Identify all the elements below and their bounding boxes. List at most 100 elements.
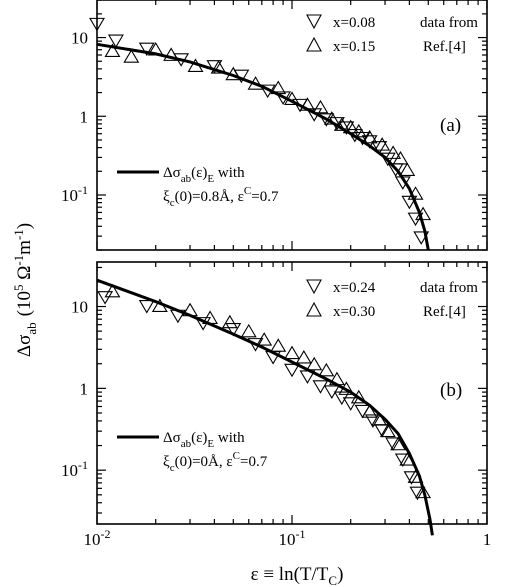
- panel-a-data-points: [89, 17, 432, 245]
- legend-marker-triangle-up: [306, 301, 322, 317]
- data-point-triangle-up: [247, 76, 264, 90]
- panel-a-frame: [96, 0, 488, 251]
- data-point-triangle-up: [392, 151, 409, 165]
- data-point-triangle-down: [225, 323, 242, 337]
- data-point-triangle-up: [270, 338, 287, 352]
- panel-a-fit-legend: Δσab(ε)E with ξc(0)=0.8Å, εC=0.7: [117, 165, 279, 209]
- data-point-triangle-up: [284, 345, 300, 360]
- data-point-triangle-down: [364, 414, 381, 428]
- y-tick-label: 10: [71, 298, 88, 317]
- panel-b-x-tick-labels: 10-2 10-1 1: [84, 527, 492, 549]
- data-point-triangle-down: [379, 152, 396, 167]
- y-tick-label: 1: [80, 107, 89, 126]
- data-point-triangle-up: [328, 371, 345, 386]
- panel-a-ticks: [96, 0, 488, 251]
- data-point-triangle-down: [354, 131, 371, 146]
- data-point-triangle-down: [138, 42, 155, 57]
- data-point-triangle-up: [202, 310, 219, 324]
- data-point-triangle-up: [163, 47, 180, 61]
- data-point-triangle-down: [346, 128, 363, 143]
- x-axis-title: ε ≡ ln(T/TC): [251, 564, 344, 587]
- panel-b-ticks: [96, 262, 488, 524]
- data-point-triangle-up: [379, 423, 396, 438]
- data-point-triangle-down: [284, 363, 300, 378]
- data-point-triangle-down: [169, 309, 186, 324]
- data-point-triangle-up: [374, 137, 391, 151]
- data-point-triangle-up: [350, 389, 367, 404]
- data-point-triangle-up: [318, 362, 335, 377]
- y-tick-label: 10: [71, 29, 88, 48]
- legend-note-a-1: data from: [420, 15, 478, 31]
- data-point-triangle-down: [138, 300, 155, 314]
- data-point-triangle-down: [107, 34, 124, 49]
- data-point-triangle-up: [399, 162, 416, 177]
- legend-entry-b-2: x=0.30: [333, 304, 375, 320]
- data-point-triangle-up: [295, 349, 312, 364]
- legend-marker-triangle-down: [306, 14, 322, 30]
- x-tick-label: 10-2: [84, 527, 111, 549]
- fit-legend-b-line2: ξc(0)=0Å, εC=0.7: [163, 450, 268, 474]
- data-point-triangle-down: [403, 471, 420, 485]
- y-tick-label: 1: [80, 379, 89, 398]
- x-tick-label: 10-1: [279, 527, 306, 549]
- data-point-triangle-down: [318, 113, 335, 127]
- legend-note-b-1: data from: [420, 280, 478, 296]
- fit-legend-a-line2: ξc(0)=0.8Å, εC=0.7: [163, 185, 279, 209]
- data-point-triangle-down: [338, 121, 355, 135]
- data-point-triangle-up: [323, 111, 340, 125]
- data-point-triangle-up: [390, 436, 407, 451]
- panel-b-label: (b): [440, 380, 462, 401]
- panel-a-fit-curve: [96, 42, 430, 251]
- data-point-triangle-up: [350, 123, 367, 138]
- data-point-triangle-up: [104, 43, 121, 58]
- data-point-triangle-up: [415, 484, 432, 499]
- data-point-triangle-up: [210, 60, 227, 74]
- legend-note-b-2: Ref.[4]: [423, 304, 466, 320]
- fit-legend-a-line1: Δσab(ε)E with: [163, 165, 245, 185]
- y-axis-title: Δσab(105 Ω-1m-1): [11, 223, 39, 357]
- x-tick-label: 1: [483, 530, 492, 549]
- data-point-triangle-down: [401, 195, 418, 210]
- data-point-triangle-up: [407, 186, 424, 200]
- data-point-triangle-down: [275, 91, 292, 105]
- data-point-triangle-up: [221, 314, 238, 329]
- legend-entry-a-1: x=0.08: [333, 15, 375, 31]
- data-point-triangle-up: [299, 97, 316, 111]
- data-point-triangle-up: [240, 323, 257, 338]
- panel-b-fit-curve: [96, 278, 434, 536]
- data-point-triangle-down: [342, 397, 359, 411]
- data-point-triangle-up: [306, 356, 323, 371]
- data-point-triangle-up: [151, 298, 168, 312]
- panel-a-label: (a): [440, 115, 461, 136]
- data-point-triangle-down: [409, 486, 426, 501]
- panel-b-data-points: [97, 283, 432, 501]
- data-point-triangle-down: [394, 453, 411, 468]
- panel-a-legend: x=0.08 x=0.15 data from Ref.[4]: [306, 14, 478, 55]
- data-point-triangle-up: [312, 99, 329, 114]
- data-point-triangle-up: [371, 412, 388, 426]
- data-point-triangle-up: [182, 302, 199, 317]
- data-point-triangle-down: [97, 291, 114, 305]
- data-point-triangle-up: [270, 80, 287, 95]
- data-point-triangle-up: [284, 91, 300, 105]
- panel-b-y-tick-labels: 10 1 10-1: [61, 298, 88, 481]
- data-point-triangle-down: [299, 370, 316, 384]
- y-tick-label: 10-1: [61, 458, 88, 480]
- legend-note-a-2: Ref.[4]: [423, 39, 466, 55]
- legend-marker-triangle-down: [306, 279, 322, 295]
- data-point-triangle-up: [407, 469, 424, 483]
- y-tick-label: 10-1: [61, 183, 88, 205]
- data-point-triangle-up: [123, 49, 140, 63]
- data-point-triangle-up: [225, 66, 242, 81]
- data-point-triangle-up: [415, 206, 432, 221]
- data-point-triangle-up: [333, 117, 350, 131]
- panel-b: 10 1 10-1 10-2 10-1 1 x=0.24 x=0.30 data fro…: [61, 261, 492, 549]
- data-point-triangle-down: [385, 437, 402, 451]
- data-point-triangle-up: [361, 404, 378, 418]
- data-point-triangle-up: [385, 145, 402, 159]
- panel-a-y-tick-labels: 10 1 10-1: [61, 29, 88, 205]
- data-point-triangle-down: [413, 231, 430, 245]
- data-point-triangle-down: [89, 17, 105, 32]
